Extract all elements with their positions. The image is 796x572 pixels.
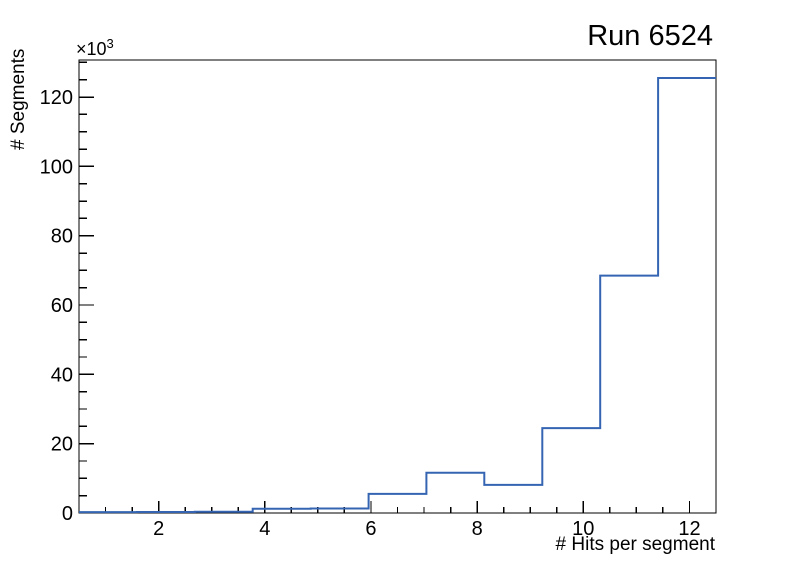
plot-title: Run 6524 xyxy=(587,20,713,52)
x-tick-label: 6 xyxy=(365,518,376,540)
x-axis-title: # Hits per segment xyxy=(555,534,715,555)
y-tick-label: 20 xyxy=(51,434,73,456)
x-tick-label: 4 xyxy=(259,518,270,540)
y-tick-label: 100 xyxy=(40,156,73,178)
y-tick-label: 120 xyxy=(40,87,73,109)
x-tick-label: 10 xyxy=(572,518,594,540)
y-axis-title: # Segments xyxy=(8,48,29,150)
y-axis-multiplier-exponent: 3 xyxy=(106,36,114,51)
y-tick-label: 60 xyxy=(51,295,73,317)
plot-frame xyxy=(78,59,717,514)
y-axis-multiplier: ×103 xyxy=(76,37,114,59)
x-tick-label: 2 xyxy=(153,518,164,540)
histogram-line xyxy=(79,77,716,514)
x-tick-label: 8 xyxy=(472,518,483,540)
x-tick-label: 12 xyxy=(678,518,700,540)
y-tick-label: 0 xyxy=(62,503,73,525)
y-tick-label: 40 xyxy=(51,364,73,386)
y-axis-multiplier-base: ×10 xyxy=(76,39,107,59)
y-tick-label: 80 xyxy=(51,226,73,248)
